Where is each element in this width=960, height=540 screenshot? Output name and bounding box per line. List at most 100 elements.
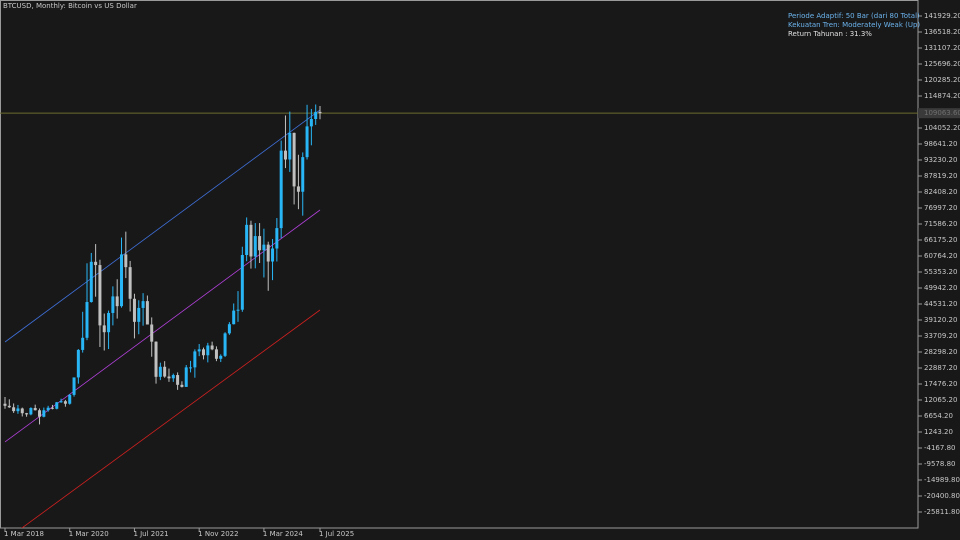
y-tick-label: 141929.20 — [924, 12, 960, 20]
x-tick-label: 1 Mar 2020 — [69, 530, 109, 538]
plot-frame — [0, 0, 919, 529]
candle-body — [94, 261, 98, 266]
candle-body — [193, 351, 197, 368]
candle-body — [163, 366, 167, 377]
candle-body — [206, 345, 210, 356]
y-tick-label: -4167.80 — [924, 444, 955, 452]
y-tick-label: 12065.20 — [924, 396, 957, 404]
candle-body — [249, 224, 253, 257]
candle-body — [301, 157, 305, 192]
candle-body — [309, 118, 313, 127]
candle-body — [120, 254, 124, 307]
candle-body — [258, 236, 262, 251]
candle-body — [68, 394, 72, 404]
x-tick-label: 1 Mar 2024 — [263, 530, 303, 538]
candle-body — [111, 296, 115, 313]
info-text: Return Tahunan : 31.3% — [788, 30, 872, 38]
y-tick-label: 76997.20 — [924, 204, 957, 212]
candle-body — [20, 408, 24, 414]
y-tick-label: 71586.20 — [924, 220, 957, 228]
candle-body — [89, 261, 93, 303]
y-tick-label: -9578.80 — [924, 460, 955, 468]
y-tick-label: 125696.20 — [924, 60, 960, 68]
y-tick-label: 28298.20 — [924, 348, 957, 356]
y-tick-label: 104052.20 — [924, 124, 960, 132]
y-tick-label: 55353.20 — [924, 268, 957, 276]
y-tick-label: -14989.80 — [924, 476, 960, 484]
y-tick-label: 114874.20 — [924, 92, 960, 100]
candle-body — [98, 265, 102, 326]
candle-body — [305, 126, 309, 158]
y-tick-label: 120285.20 — [924, 76, 960, 84]
candle-body — [262, 244, 266, 251]
candle-body — [314, 111, 318, 119]
chart-title: BTCUSD, Monthly: Bitcoin vs US Dollar — [3, 2, 137, 10]
candle-body — [137, 307, 141, 322]
candle-body — [201, 349, 205, 356]
candle-body — [59, 401, 63, 403]
y-tick-label: 93230.20 — [924, 156, 957, 164]
candle-body — [219, 355, 223, 359]
plot-area — [0, 104, 918, 528]
channel-line — [4, 109, 321, 343]
channel-line — [21, 309, 321, 528]
candle-body — [145, 301, 149, 325]
candle-body — [245, 224, 249, 256]
candle-body — [42, 410, 46, 417]
candle-body — [214, 349, 218, 359]
y-tick-label: 49942.20 — [924, 284, 957, 292]
y-tick-label: 1243.20 — [924, 428, 953, 436]
candle-body — [189, 367, 193, 369]
candle-body — [180, 384, 184, 387]
y-tick-label: 39120.20 — [924, 316, 957, 324]
y-tick-label: 98641.20 — [924, 140, 957, 148]
candle-body — [102, 325, 106, 333]
candle-body — [232, 310, 236, 325]
candle-body — [141, 301, 145, 308]
candle-body — [55, 402, 59, 409]
candle-body — [171, 375, 175, 379]
y-tick-label: 6654.20 — [924, 412, 953, 420]
y-tick-label: 66175.20 — [924, 236, 957, 244]
candle-body — [176, 375, 180, 385]
candle-body — [107, 312, 111, 333]
y-tick-label: -25811.80 — [924, 508, 960, 516]
candle-body — [38, 410, 42, 417]
candle-body — [7, 405, 11, 408]
candle-body — [266, 244, 270, 262]
candle-body — [292, 132, 296, 187]
candle-body — [128, 267, 132, 299]
candle-body — [3, 403, 7, 406]
candle-body — [76, 349, 80, 378]
y-tick-label: 87819.20 — [924, 172, 957, 180]
candle-body — [318, 111, 322, 114]
candle-body — [275, 228, 279, 249]
price-label-bg — [918, 108, 960, 119]
x-tick-label: 1 Jul 2021 — [133, 530, 168, 538]
candle-body — [81, 337, 85, 350]
candle-body — [236, 309, 240, 311]
candle-body — [288, 132, 292, 160]
candle-body — [184, 367, 188, 387]
info-text: Kekuatan Tren: Moderately Weak (Up) — [788, 21, 920, 29]
x-tick-label: 1 Nov 2022 — [198, 530, 238, 538]
candle-body — [12, 407, 16, 412]
candle-body — [253, 236, 257, 257]
y-tick-label: 44531.20 — [924, 300, 957, 308]
candle-body — [115, 296, 119, 307]
y-tick-label: 136518.20 — [924, 28, 960, 36]
candle-body — [50, 407, 54, 409]
candle-body — [296, 186, 300, 192]
candle-body — [150, 324, 154, 342]
price-label: 109063.60 — [924, 109, 960, 117]
y-tick-label: 131107.20 — [924, 44, 960, 52]
info-text: Periode Adaptif: 50 Bar (dari 80 Total) — [788, 12, 920, 20]
candle-body — [46, 407, 50, 411]
candle-body — [85, 302, 89, 338]
candle-body — [271, 248, 275, 262]
candle-body — [33, 408, 37, 411]
y-tick-label: -20400.80 — [924, 492, 960, 500]
